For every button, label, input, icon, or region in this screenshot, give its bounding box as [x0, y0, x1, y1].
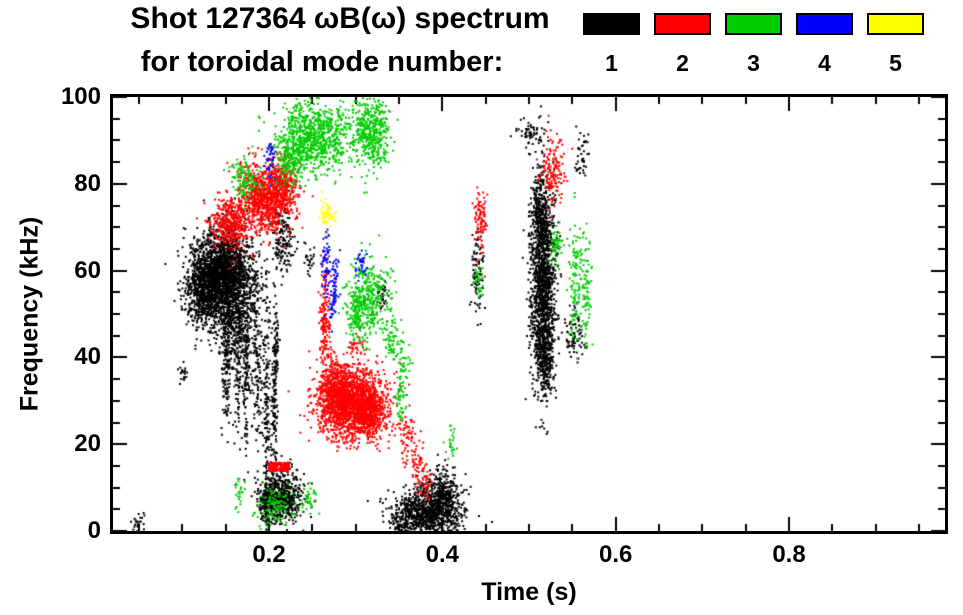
y-axis-title: Frequency (kHz) [15, 216, 44, 412]
legend-label-n2: 2 [676, 50, 689, 76]
x-tick-label-0.2: 0.2 [252, 541, 286, 568]
legend-label-n5: 5 [889, 50, 902, 76]
legend-swatch-n5 [867, 13, 924, 35]
y-tick-label-20: 20 [74, 430, 101, 458]
x-tick-label-0.4: 0.4 [425, 541, 460, 568]
y-tick-label-60: 60 [74, 256, 101, 284]
x-tick-label-0.6: 0.6 [598, 541, 633, 568]
legend-swatch-n3 [725, 13, 782, 35]
legend-swatch-n2 [654, 13, 711, 35]
spectrum-canvas [113, 97, 945, 531]
legend-swatch-n1 [583, 13, 640, 35]
x-axis-title: Time (s) [481, 578, 577, 606]
legend-label-n1: 1 [605, 50, 618, 76]
figure-title-line1: Shot 127364 ωB(ω) spectrum [130, 2, 550, 35]
legend-label-n4: 4 [818, 50, 831, 76]
legend-labels: 1 2 3 4 5 [583, 50, 924, 77]
legend-label-n3: 3 [747, 50, 760, 76]
x-tick-label-0.8: 0.8 [772, 541, 806, 568]
legend-swatch-n4 [796, 13, 853, 35]
y-tick-label-0: 0 [87, 517, 101, 544]
y-tick-label-100: 100 [60, 83, 101, 110]
y-tick-label-40: 40 [74, 343, 101, 371]
y-tick-label-80: 80 [74, 169, 101, 197]
plot-frame [110, 94, 948, 534]
legend-swatches [583, 13, 924, 35]
figure-title-line2: for toroidal mode number: [140, 46, 504, 78]
